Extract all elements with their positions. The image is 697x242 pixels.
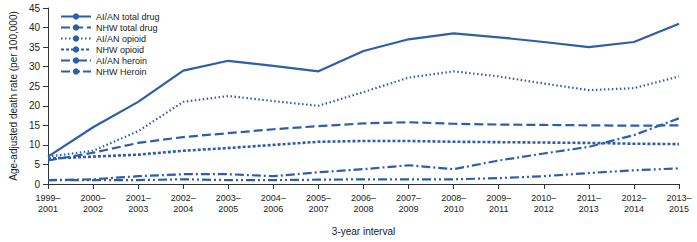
svg-text:2001–: 2001– xyxy=(126,193,151,203)
svg-text:2011–: 2011– xyxy=(577,193,601,203)
svg-text:2004–: 2004– xyxy=(261,193,286,203)
svg-text:2008: 2008 xyxy=(353,204,373,214)
svg-text:35: 35 xyxy=(29,42,41,53)
svg-text:20: 20 xyxy=(29,100,41,111)
svg-text:2012–: 2012– xyxy=(621,193,646,203)
svg-text:2013: 2013 xyxy=(579,204,599,214)
svg-text:30: 30 xyxy=(29,61,41,72)
svg-text:2012: 2012 xyxy=(534,204,554,214)
svg-text:2015: 2015 xyxy=(669,204,689,214)
svg-text:2008–: 2008– xyxy=(441,193,466,203)
svg-text:2011: 2011 xyxy=(489,204,508,214)
svg-text:2013–: 2013– xyxy=(666,193,691,203)
svg-text:2009: 2009 xyxy=(399,204,419,214)
svg-text:2002: 2002 xyxy=(83,204,103,214)
svg-text:1999–: 1999– xyxy=(36,193,61,203)
svg-text:2007–: 2007– xyxy=(396,193,421,203)
svg-text:2009–: 2009– xyxy=(486,193,511,203)
svg-text:2006–: 2006– xyxy=(351,193,376,203)
svg-text:NHW total drug: NHW total drug xyxy=(96,23,158,33)
svg-text:2006: 2006 xyxy=(263,204,283,214)
svg-text:45: 45 xyxy=(29,3,41,14)
svg-text:3-year interval: 3-year interval xyxy=(332,226,395,237)
svg-text:2000–: 2000– xyxy=(81,193,106,203)
svg-text:15: 15 xyxy=(29,120,41,131)
svg-text:AI/AN total drug: AI/AN total drug xyxy=(96,12,160,22)
svg-text:5: 5 xyxy=(34,159,40,170)
svg-text:2005–: 2005– xyxy=(306,193,331,203)
svg-text:AI/AN heroin: AI/AN heroin xyxy=(96,56,147,66)
svg-text:2003: 2003 xyxy=(128,204,148,214)
svg-text:2005: 2005 xyxy=(218,204,238,214)
svg-text:NHW Heroin: NHW Heroin xyxy=(96,67,147,77)
svg-text:2002–: 2002– xyxy=(171,193,196,203)
svg-text:2007: 2007 xyxy=(308,204,328,214)
svg-text:2003–: 2003– xyxy=(216,193,241,203)
svg-text:AI/AN opioid: AI/AN opioid xyxy=(96,34,146,44)
svg-text:2001: 2001 xyxy=(38,204,58,214)
svg-text:Age-adjusted death rate (per 1: Age-adjusted death rate (per 100,000) xyxy=(8,11,19,181)
svg-text:25: 25 xyxy=(29,81,41,92)
svg-text:2010–: 2010– xyxy=(531,193,556,203)
svg-text:2010: 2010 xyxy=(444,204,464,214)
svg-text:2014: 2014 xyxy=(624,204,644,214)
svg-text:NHW opioid: NHW opioid xyxy=(96,45,144,55)
svg-text:0: 0 xyxy=(34,179,40,190)
svg-text:40: 40 xyxy=(29,22,41,33)
svg-text:2004: 2004 xyxy=(173,204,193,214)
svg-text:10: 10 xyxy=(29,139,41,150)
